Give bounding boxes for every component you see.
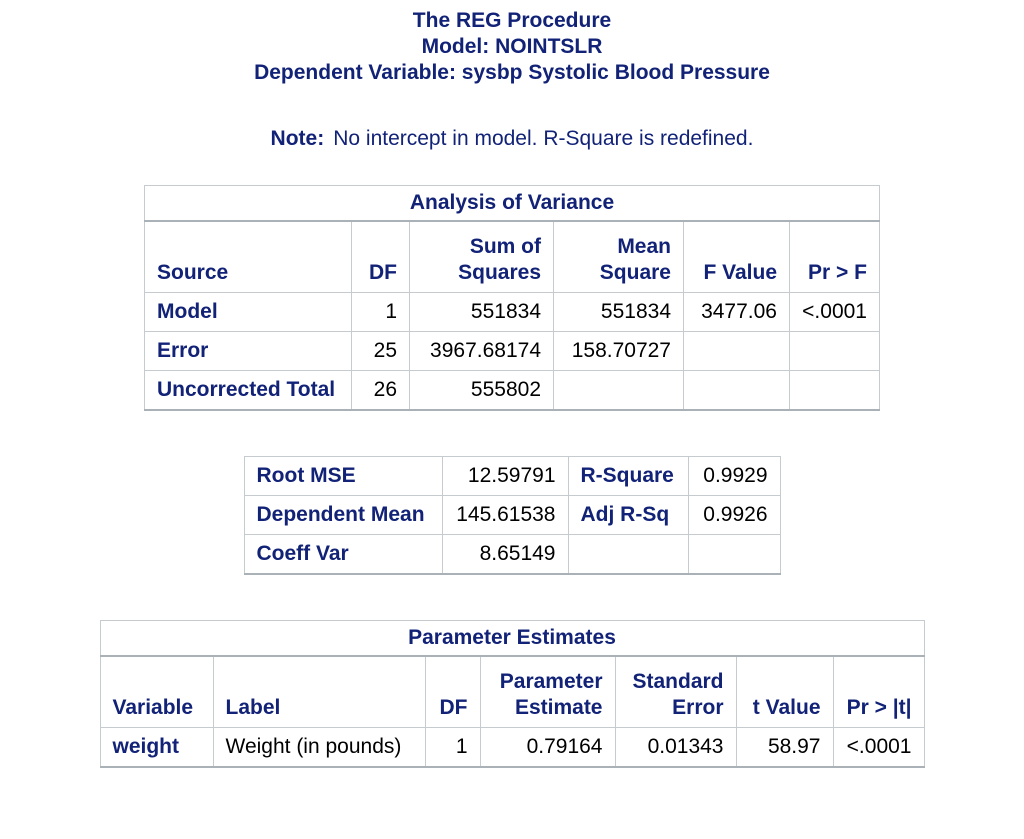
parameter-estimates-table: Parameter Estimates Variable Label DF Pa… bbox=[99, 620, 925, 768]
table-cell bbox=[683, 370, 790, 411]
table-cell bbox=[687, 534, 781, 575]
row-label: Root MSE bbox=[243, 456, 443, 496]
table-cell: 25 bbox=[351, 331, 410, 371]
params-title-row: Parameter Estimates bbox=[99, 620, 925, 657]
params-table-title: Parameter Estimates bbox=[99, 620, 925, 657]
table-cell bbox=[789, 331, 880, 371]
table-cell: 3967.68174 bbox=[409, 331, 554, 371]
table-cell: 0.9929 bbox=[687, 456, 781, 496]
table-cell bbox=[789, 370, 880, 411]
note: Note: No intercept in model. R-Square is … bbox=[0, 126, 1024, 152]
table-cell: Weight (in pounds) bbox=[212, 727, 426, 768]
table-cell: 8.65149 bbox=[441, 534, 569, 575]
row-label: Coeff Var bbox=[243, 534, 443, 575]
table-cell: 551834 bbox=[553, 292, 684, 332]
procedure-title: The REG Procedure bbox=[412, 9, 612, 32]
row-label: Adj R-Sq bbox=[567, 495, 689, 535]
table-cell: 26 bbox=[351, 370, 410, 411]
table-cell: 1 bbox=[351, 292, 410, 332]
anova-row-uncorrected-total: Uncorrected Total 26 555802 bbox=[144, 370, 880, 411]
table-cell: 3477.06 bbox=[683, 292, 790, 332]
anova-col-source: Source bbox=[144, 220, 352, 293]
dependent-variable-label: Dependent Variable: sysbp Systolic Blood… bbox=[254, 61, 770, 84]
params-col-standard-error: Standard Error bbox=[614, 655, 737, 728]
anova-table-title: Analysis of Variance bbox=[144, 185, 880, 222]
anova-title-row: Analysis of Variance bbox=[144, 185, 880, 222]
table-cell: 12.59791 bbox=[441, 456, 569, 496]
table-cell: 1 bbox=[424, 727, 481, 768]
fit-row-dependent-mean: Dependent Mean 145.61538 Adj R-Sq 0.9926 bbox=[243, 495, 781, 535]
anova-table: Analysis of Variance Source DF Sum of Sq… bbox=[144, 185, 880, 411]
model-label: Model: NOINTSLR bbox=[421, 35, 603, 58]
params-header-row: Variable Label DF Parameter Estimate Sta… bbox=[99, 655, 925, 728]
table-cell: 58.97 bbox=[735, 727, 834, 768]
row-label: Dependent Mean bbox=[243, 495, 443, 535]
table-cell: <.0001 bbox=[832, 727, 925, 768]
params-row-weight: weight Weight (in pounds) 1 0.79164 0.01… bbox=[99, 727, 925, 768]
fit-statistics-table: Root MSE 12.59791 R-Square 0.9929 Depend… bbox=[243, 456, 781, 575]
row-label: weight bbox=[99, 727, 214, 768]
row-label: Uncorrected Total bbox=[144, 370, 352, 411]
anova-col-mean-square: Mean Square bbox=[553, 220, 684, 293]
anova-col-sum-of-squares: Sum of Squares bbox=[409, 220, 554, 293]
table-cell: 551834 bbox=[409, 292, 554, 332]
table-cell: 0.01343 bbox=[614, 727, 737, 768]
anova-row-model: Model 1 551834 551834 3477.06 <.0001 bbox=[144, 292, 880, 332]
table-cell: 158.70727 bbox=[553, 331, 684, 371]
row-label bbox=[567, 534, 689, 575]
params-col-t-value: t Value bbox=[735, 655, 834, 728]
row-label: Error bbox=[144, 331, 352, 371]
anova-row-error: Error 25 3967.68174 158.70727 bbox=[144, 331, 880, 371]
params-col-variable: Variable bbox=[99, 655, 214, 728]
anova-header-row: Source DF Sum of Squares Mean Square F V… bbox=[144, 220, 880, 293]
anova-col-f-value: F Value bbox=[683, 220, 790, 293]
table-cell: <.0001 bbox=[789, 292, 880, 332]
table-cell: 145.61538 bbox=[441, 495, 569, 535]
note-text: No intercept in model. R-Square is redef… bbox=[333, 127, 754, 150]
fit-row-root-mse: Root MSE 12.59791 R-Square 0.9929 bbox=[243, 456, 781, 496]
table-cell: 0.79164 bbox=[479, 727, 616, 768]
row-label: Model bbox=[144, 292, 352, 332]
params-col-label: Label bbox=[212, 655, 426, 728]
row-label: R-Square bbox=[567, 456, 689, 496]
params-col-parameter-estimate: Parameter Estimate bbox=[479, 655, 616, 728]
params-col-pr-t: Pr > |t| bbox=[832, 655, 925, 728]
table-cell: 0.9926 bbox=[687, 495, 781, 535]
table-cell bbox=[553, 370, 684, 411]
table-cell: 555802 bbox=[409, 370, 554, 411]
anova-col-df: DF bbox=[351, 220, 410, 293]
note-label: Note: bbox=[270, 127, 325, 150]
procedure-header: The REG Procedure Model: NOINTSLR Depend… bbox=[0, 0, 1024, 86]
table-cell bbox=[683, 331, 790, 371]
params-col-df: DF bbox=[424, 655, 481, 728]
fit-row-coeff-var: Coeff Var 8.65149 bbox=[243, 534, 781, 575]
anova-col-pr-f: Pr > F bbox=[789, 220, 880, 293]
